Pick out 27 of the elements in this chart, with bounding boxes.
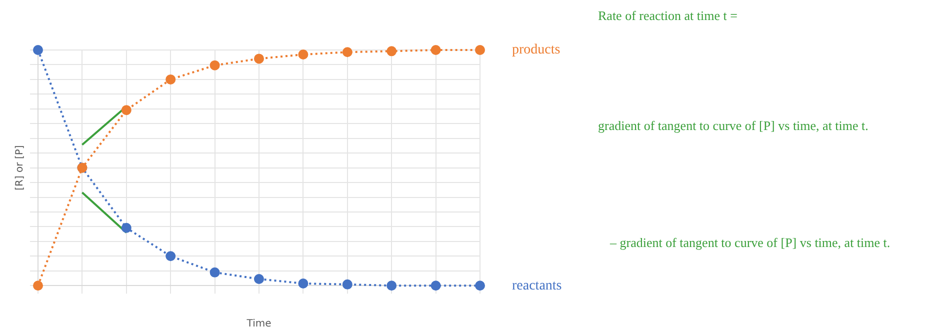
point [475,280,485,291]
point [166,251,176,262]
point [121,105,132,116]
point [386,46,397,56]
point [254,54,264,64]
point [475,45,485,55]
point [430,280,441,291]
point [298,49,308,60]
text: gradient of tangent to curve of [P] vs time, at time t. [598,118,868,134]
point [386,280,397,291]
point [33,45,43,55]
point [166,74,176,84]
text: reactants [512,278,562,294]
point [298,278,308,288]
point [342,47,352,58]
point [342,279,352,290]
y-axis-title: [R] or [P] [14,145,26,190]
point [121,222,132,233]
text: products [512,42,560,58]
point [210,60,220,70]
point [254,274,264,284]
point [430,45,441,55]
x-axis-title: Time [246,318,272,330]
point [33,280,43,291]
point [210,267,220,278]
text: – gradient of tangent to curve of [P] vs time, at time t. [610,235,890,251]
text: Rate of reaction at time t = [598,8,738,24]
